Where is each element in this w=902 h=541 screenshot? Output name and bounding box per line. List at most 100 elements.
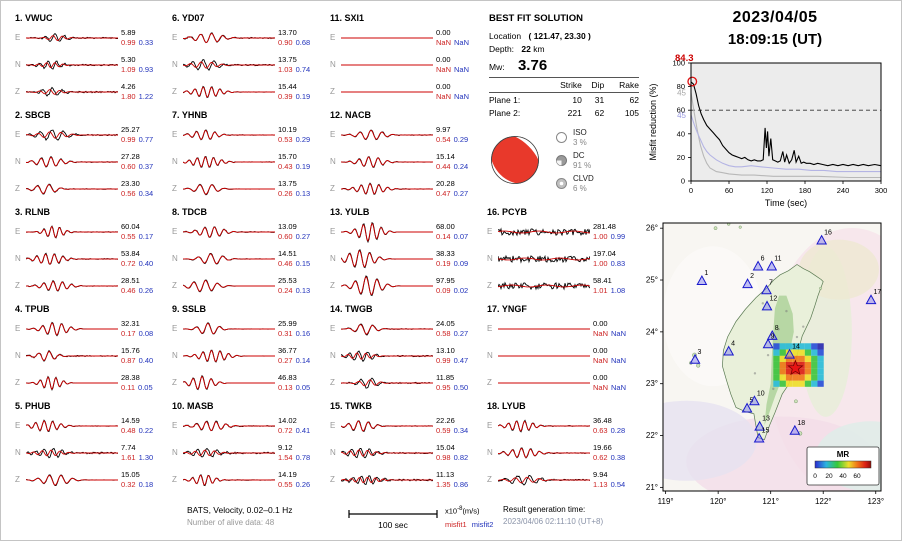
amplitude-value: 60.04	[121, 222, 140, 231]
component-label: E	[172, 33, 178, 42]
trace-numbers: 15.70 0.43 0.19	[278, 152, 310, 171]
station-number-label: 14	[792, 344, 800, 351]
plane1-rake: 62	[629, 95, 639, 105]
amplitude-value: 20.28	[436, 179, 455, 188]
waveform-trace	[26, 129, 118, 141]
misfit-heat-cell	[804, 355, 812, 362]
amplitude-value: 24.05	[436, 319, 455, 328]
misfit-heat-cell	[798, 380, 805, 387]
waveform-trace	[183, 278, 275, 292]
plane1-row: Plane 1: 10 31 62	[489, 93, 639, 107]
misfit1-value: 0.63	[593, 425, 608, 435]
small-island	[713, 226, 718, 231]
station-number-label: 13	[762, 416, 770, 423]
component-label: N	[330, 351, 336, 360]
synthetic-waveform	[26, 183, 118, 194]
synthetic-waveform	[26, 375, 118, 390]
misfit-heat-cell	[792, 374, 799, 381]
component-row-e: E 22.26 0.59 0.34	[330, 412, 482, 439]
amplitude-value: 9.12	[278, 443, 293, 452]
station-number-label: 15	[762, 428, 770, 435]
component-label: N	[330, 254, 336, 263]
observed-waveform	[498, 254, 590, 264]
seismicity-dot	[785, 309, 788, 313]
amplitude-value: 13.10	[436, 346, 455, 355]
waveform-trace	[341, 322, 433, 336]
misfit2-value: NaN	[611, 382, 627, 392]
misfit-heat-cell	[779, 355, 786, 362]
misfit1-value: 0.53	[278, 134, 293, 144]
misfit2-value: NaN	[454, 64, 470, 74]
seismicity-dot	[795, 335, 799, 339]
station-block-vwuc: 1. VWUC E 5.89 0.99 0.33 N 5.30 1.09 0.93 Z 4.26 1.…	[15, 13, 167, 105]
component-label: Z	[172, 184, 177, 193]
component-row-z: Z 0.00 NaN NaN	[330, 78, 482, 105]
waveform-trace	[341, 64, 433, 65]
map-x-tick-label: 121°	[762, 497, 779, 506]
misfit-heat-cell	[811, 361, 818, 369]
misfit1-value: 0.43	[278, 161, 293, 171]
decomposition-item-clvd: CLVD 6 %	[555, 173, 594, 193]
misfit-heat-cell	[804, 361, 812, 369]
misfit2-value: 0.13	[295, 285, 311, 295]
component-row-e: E 60.04 0.55 0.17	[15, 218, 167, 245]
misfit2-value: 0.83	[610, 258, 626, 268]
depth-label: Depth:	[489, 44, 515, 54]
misfit-heat-cell	[773, 355, 780, 362]
misfit1-value: 1.00	[593, 258, 608, 268]
x-tick-label: 240	[837, 186, 850, 195]
synthetic-waveform	[26, 253, 118, 265]
trace-numbers: 20.28 0.47 0.27	[436, 179, 468, 198]
misfit2-value: 0.27	[453, 188, 469, 198]
small-island	[819, 286, 823, 290]
component-row-n: N 5.30 1.09 0.93	[15, 51, 167, 78]
misfit1-value: 1.35	[436, 479, 451, 489]
misfit2-value: 0.29	[453, 134, 469, 144]
trace-numbers: 197.04 1.00 0.83	[593, 249, 625, 268]
misfit2-value: 0.47	[453, 355, 469, 365]
misfit1-value: 0.19	[436, 258, 451, 268]
plane2-strike: 221	[567, 108, 582, 118]
waveform-trace	[183, 419, 275, 431]
synthetic-waveform	[183, 183, 275, 195]
component-label: Z	[330, 87, 335, 96]
waveform-trace	[183, 183, 275, 195]
station-triangle-icon	[762, 338, 774, 349]
component-row-n: N 15.14 0.44 0.24	[330, 148, 482, 175]
component-row-n: N 38.33 0.19 0.09	[330, 245, 482, 272]
dc-label: DC	[573, 151, 585, 160]
component-label: Z	[172, 378, 177, 387]
misfit-heat-cell	[811, 368, 818, 375]
misfit2-value: NaN	[611, 328, 627, 338]
component-row-n: N 15.70 0.43 0.19	[172, 148, 324, 175]
location-row: Location ( 121.47, 23.30 )	[489, 31, 645, 41]
misfit1-value: 0.48	[121, 425, 136, 435]
synthetic-waveform	[341, 323, 433, 334]
component-label: E	[487, 421, 493, 430]
station-triangle-icon	[742, 278, 754, 289]
misfit-heat-cell	[773, 374, 780, 381]
component-label: N	[172, 351, 178, 360]
amplitude-value: 46.83	[278, 373, 297, 382]
waveform-trace	[341, 37, 433, 38]
misfit2-value: NaN	[454, 37, 470, 47]
synthetic-waveform	[341, 156, 433, 168]
epicenter-star-icon	[787, 359, 804, 376]
misfit1-value: 0.39	[278, 91, 293, 101]
misfit2-value: 0.99	[610, 231, 626, 241]
misfit2-value: 0.26	[138, 285, 154, 295]
component-row-z: Z 4.26 1.80 1.22	[15, 78, 167, 105]
synthetic-waveform	[183, 129, 275, 140]
component-row-e: E 0.00 NaN NaN	[330, 24, 482, 51]
y-tick-label: 0	[681, 177, 685, 186]
misfit2-value: 0.86	[453, 479, 469, 489]
misfit2-value: 0.24	[453, 161, 469, 171]
misfit1-value: 0.55	[278, 479, 293, 489]
misfit-heat-cell	[779, 380, 786, 387]
waveform-trace	[183, 155, 275, 168]
trace-numbers: 13.75 0.26 0.13	[278, 179, 310, 198]
misfit-heat-cell	[779, 343, 786, 350]
colorbar-tick-label: 0	[813, 473, 817, 480]
component-label: E	[330, 227, 336, 236]
trace-numbers: 22.26 0.59 0.34	[436, 416, 468, 435]
